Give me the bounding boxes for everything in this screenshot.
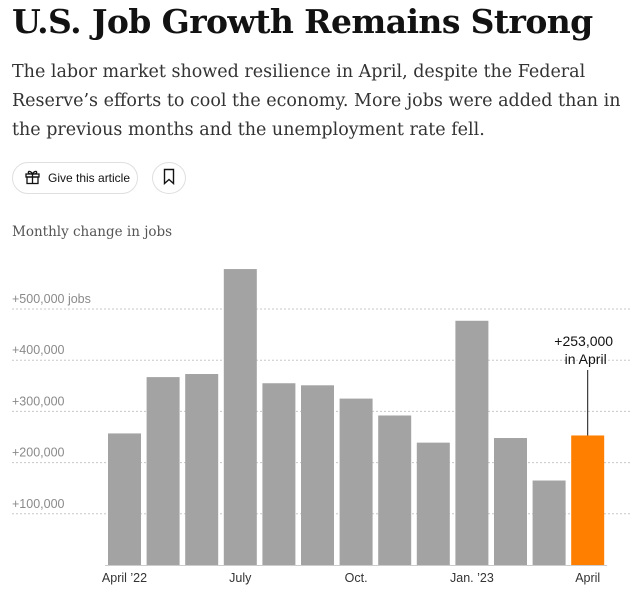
y-tick-label: +500,000 jobs: [12, 292, 91, 306]
y-tick-label: +200,000: [12, 446, 65, 460]
x-tick-label: July: [229, 571, 252, 585]
annotation-caption: in April: [565, 351, 607, 367]
bookmark-icon: [162, 168, 176, 189]
x-tick-label: April: [575, 571, 600, 585]
bar: [146, 377, 180, 565]
bar: [378, 415, 412, 565]
y-tick-label: +400,000: [12, 343, 65, 357]
bar: [223, 269, 257, 565]
x-tick-label: Jan. ’23: [450, 571, 494, 585]
y-tick-label: +100,000: [12, 497, 65, 511]
chart-title: Monthly change in jobs: [12, 224, 173, 240]
x-tick-label: Oct.: [345, 571, 368, 585]
give-article-label: Give this article: [48, 171, 131, 185]
bar: [532, 480, 566, 565]
bar: [416, 442, 450, 565]
bar: [108, 433, 141, 565]
bar: [455, 320, 489, 565]
bar-highlight: [571, 435, 605, 565]
annotation-value: +253,000: [554, 333, 613, 349]
save-article-button[interactable]: [152, 162, 186, 194]
gift-icon: [24, 168, 41, 189]
bar: [262, 383, 296, 565]
bar: [185, 374, 219, 565]
y-tick-label: +300,000: [12, 394, 65, 408]
x-tick-label: April ’22: [102, 571, 147, 585]
headline: U.S. Job Growth Remains Strong: [12, 2, 593, 41]
bar: [339, 398, 373, 565]
bar: [301, 385, 334, 565]
bar: [494, 438, 527, 565]
article-summary: The labor market showed resilience in Ap…: [12, 62, 621, 140]
give-article-button[interactable]: Give this article: [12, 162, 138, 194]
